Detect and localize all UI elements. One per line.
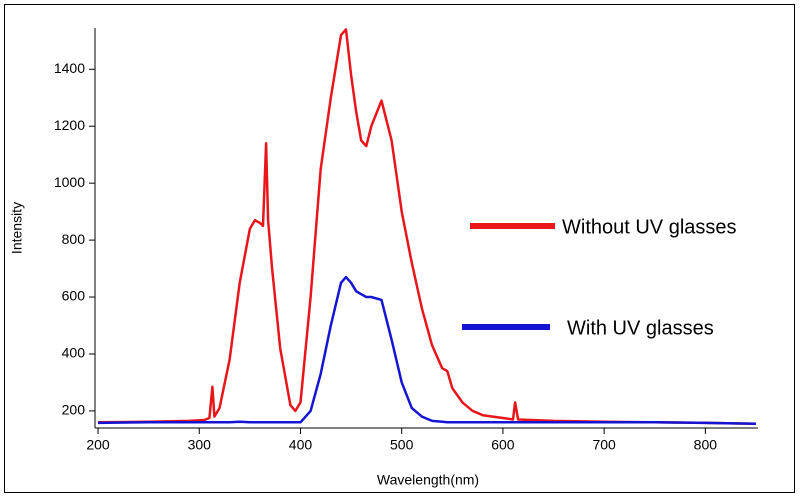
x-axis-label: Wavelength(nm)	[377, 472, 479, 488]
x-tick-label: 300	[188, 437, 212, 453]
legend-label: Without UV glasses	[562, 216, 737, 238]
y-tick-label: 200	[62, 402, 86, 418]
y-axis-label: Intensity	[9, 202, 25, 254]
y-tick-label: 1200	[54, 117, 85, 133]
x-tick-label: 800	[694, 437, 718, 453]
data-line	[97, 28, 757, 425]
x-tick-label: 500	[390, 437, 414, 453]
y-tick-label: 1400	[54, 60, 85, 76]
y-tick-label: 800	[62, 231, 86, 247]
x-tick-label: 600	[491, 437, 515, 453]
y-tick-label: 600	[62, 288, 86, 304]
x-tick-label: 400	[289, 437, 313, 453]
frame	[4, 4, 795, 493]
x-tick-label: 200	[86, 437, 110, 453]
y-tick-label: 1000	[54, 174, 85, 190]
x-tick-label: 700	[592, 437, 616, 453]
legend-label: With UV glasses	[567, 317, 714, 339]
y-tick-label: 400	[62, 345, 86, 361]
data-line	[97, 275, 757, 425]
